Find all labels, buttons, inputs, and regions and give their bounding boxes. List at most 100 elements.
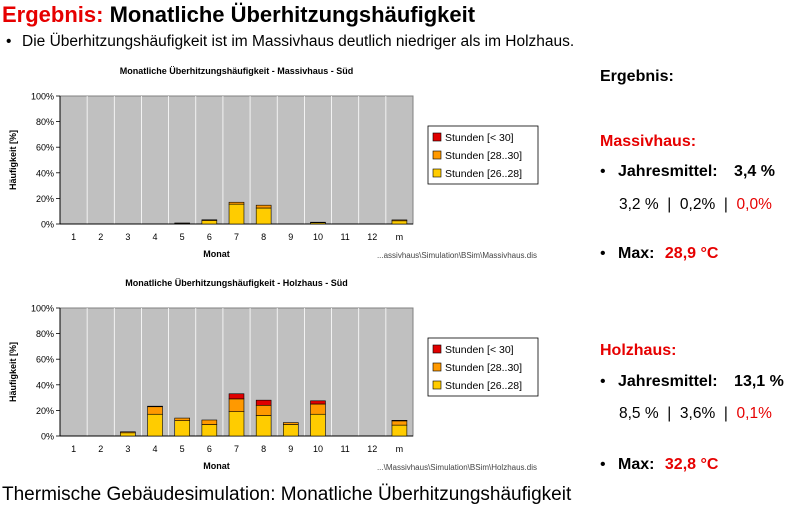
bar-segment xyxy=(255,204,272,209)
bar-segment xyxy=(201,424,218,437)
massiv-split-a: 3,2 % xyxy=(619,196,659,213)
x-tick-label: 4 xyxy=(153,232,158,242)
holz-breakdown: 8,5 % | 3,6% | 0,1% xyxy=(619,405,772,423)
bar-segment xyxy=(255,415,272,437)
massiv-split-b: 0,2% xyxy=(679,196,716,213)
legend-swatch xyxy=(432,362,442,372)
bar-segment xyxy=(174,417,190,421)
massiv-sep-2: | xyxy=(723,196,728,213)
x-tick-label: m xyxy=(396,444,404,454)
massiv-max-label: Max: xyxy=(618,245,655,262)
x-tick-label: 2 xyxy=(98,444,103,454)
bullet-dot-icon: • xyxy=(600,245,606,262)
y-tick-label: 100% xyxy=(31,92,54,102)
legend-label: Stunden [< 30] xyxy=(445,132,514,144)
y-tick-label: 60% xyxy=(36,143,54,153)
y-tick-label: 20% xyxy=(36,406,54,416)
x-tick-label: 5 xyxy=(180,232,185,242)
bar-segment xyxy=(228,203,245,225)
legend-label: Stunden [< 30] xyxy=(445,344,514,356)
bar-segment xyxy=(228,411,245,437)
x-axis-title: Monat xyxy=(203,461,230,471)
holz-sep-2: | xyxy=(723,405,728,422)
bullet-dot-icon: • xyxy=(6,33,12,50)
holz-split-a: 8,5 % xyxy=(619,405,659,422)
x-tick-label: 4 xyxy=(153,444,158,454)
bar-segment xyxy=(391,420,408,422)
x-tick-label: 10 xyxy=(313,232,323,242)
bar-segment xyxy=(147,413,163,437)
x-tick-label: 11 xyxy=(340,444,349,454)
bar-segment xyxy=(255,207,272,225)
x-tick-label: 5 xyxy=(180,444,185,454)
bar-segment xyxy=(255,404,272,416)
footer-caption: Thermische Gebäudesimulation: Monatliche… xyxy=(2,484,572,505)
bullet-dot-icon: • xyxy=(600,456,606,473)
x-tick-label: 12 xyxy=(367,232,377,242)
y-tick-label: 80% xyxy=(36,117,54,127)
bar-segment xyxy=(310,413,326,437)
x-tick-label: 11 xyxy=(340,232,349,242)
massiv-annual-value: 3,4 % xyxy=(734,163,775,180)
title-accent: Ergebnis: xyxy=(2,2,104,27)
bar-segment xyxy=(228,393,245,400)
bar-segment xyxy=(120,432,136,437)
bar-segment xyxy=(255,399,272,406)
massiv-max-value: 28,9 °C xyxy=(664,245,719,262)
bar-segment xyxy=(174,222,190,224)
bar-segment xyxy=(391,424,408,437)
bar-segment xyxy=(310,403,326,415)
y-tick-label: 40% xyxy=(36,168,54,178)
holz-max-value: 32,8 °C xyxy=(664,456,719,473)
bar-segment xyxy=(310,400,326,405)
y-axis-title: Häufigkeit [%] xyxy=(8,342,18,402)
bar-segment xyxy=(147,406,163,415)
x-tick-label: 6 xyxy=(207,444,212,454)
x-tick-label: 2 xyxy=(98,232,103,242)
massiv-breakdown: 3,2 % | 0,2% | 0,0% xyxy=(619,196,772,214)
summary-text: Die Überhitzungshäufigkeit ist im Massiv… xyxy=(22,33,575,50)
bar-segment xyxy=(391,219,408,222)
holz-annual-label: Jahresmittel: xyxy=(618,373,718,390)
source-note: ...\Massivhaus\Simulation\BSim\Holzhaus.… xyxy=(377,463,537,472)
bar-segment xyxy=(147,405,163,408)
bar-segment xyxy=(201,419,218,425)
bar-segment xyxy=(228,398,245,412)
summary-bullet: • Die Überhitzungshäufigkeit ist im Massi… xyxy=(6,33,574,51)
source-note: ...assivhaus\Simulation\BSim\Massivhaus.… xyxy=(377,251,537,260)
x-tick-label: 1 xyxy=(71,232,76,242)
y-tick-label: 20% xyxy=(36,194,54,204)
y-tick-label: 0% xyxy=(41,220,54,230)
x-tick-label: 6 xyxy=(207,232,212,242)
legend-swatch xyxy=(432,132,442,142)
legend-swatch xyxy=(432,380,442,390)
x-tick-label: 3 xyxy=(125,232,130,242)
bar-segment xyxy=(283,424,299,437)
y-tick-label: 60% xyxy=(36,355,54,365)
title-text: Monatliche Überhitzungshäufigkeit xyxy=(109,2,476,27)
y-tick-label: 80% xyxy=(36,329,54,339)
holz-split-c: 0,1% xyxy=(736,405,772,422)
y-tick-label: 0% xyxy=(41,432,54,442)
holz-sep-1: | xyxy=(667,405,672,422)
x-tick-label: 7 xyxy=(234,232,239,242)
legend-label: Stunden [26..28] xyxy=(445,380,522,392)
legend-swatch xyxy=(432,150,442,160)
bar-segment xyxy=(391,220,408,225)
x-axis-title: Monat xyxy=(203,249,230,259)
massiv-max: • Max: 28,9 °C xyxy=(600,245,718,263)
legend-box xyxy=(427,337,539,397)
results-heading: Ergebnis: xyxy=(600,68,674,85)
x-tick-label: 10 xyxy=(313,444,323,454)
x-tick-label: 7 xyxy=(234,444,239,454)
massiv-annual: • Jahresmittel: 3,4 % xyxy=(600,163,775,181)
bar-segment xyxy=(174,420,190,437)
massiv-split-c: 0,0% xyxy=(736,196,772,213)
y-tick-label: 40% xyxy=(36,380,54,390)
bar-segment xyxy=(201,219,218,221)
x-tick-label: 9 xyxy=(288,444,293,454)
chart-massivhaus: Monatliche Überhitzungshäufigkeit - Mass… xyxy=(8,66,539,260)
legend-swatch xyxy=(432,168,442,178)
legend-swatch xyxy=(432,344,442,354)
massiv-title: Massivhaus: xyxy=(600,133,697,150)
